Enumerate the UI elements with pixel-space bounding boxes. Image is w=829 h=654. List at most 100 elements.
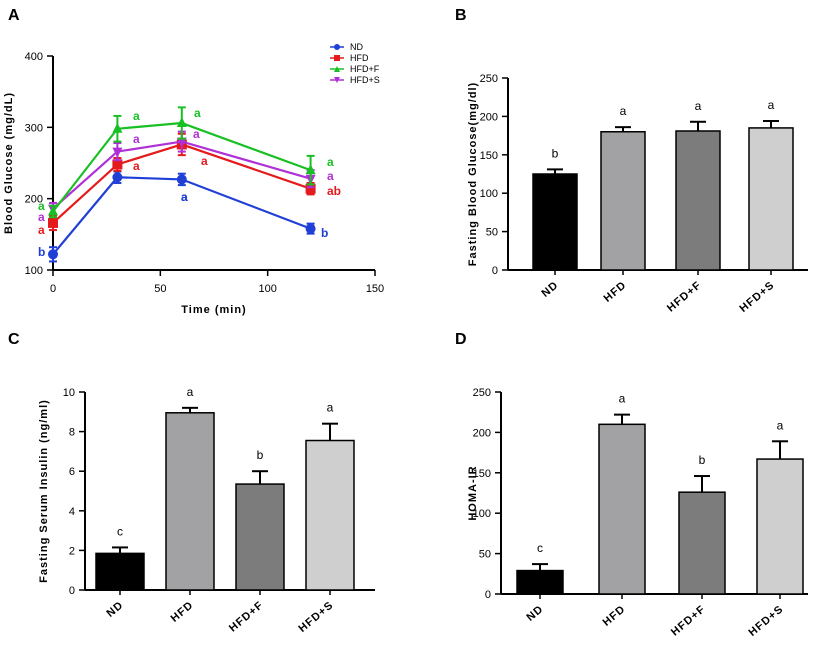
- significance-label: a: [38, 199, 45, 213]
- x-tick-label: HFD+S: [738, 279, 777, 315]
- bars: [95, 406, 355, 591]
- significance-label: a: [327, 155, 334, 169]
- legend-label: HFD+F: [350, 64, 380, 74]
- y-tick-label: 6: [69, 466, 75, 478]
- y-tick-label: 250: [480, 73, 498, 85]
- data-point: [48, 217, 58, 228]
- significance-label: a: [620, 104, 627, 118]
- y-tick-label: 0: [485, 589, 491, 601]
- x-tick-label: HFD+S: [297, 599, 336, 635]
- x-tick-label: ND: [105, 599, 126, 620]
- x-tick-label: HFD+F: [227, 599, 266, 634]
- significance-label: b: [321, 226, 328, 240]
- legend-marker: [334, 66, 340, 72]
- data-point: [112, 172, 123, 183]
- bar: [600, 131, 646, 271]
- significance-label: a: [133, 109, 140, 123]
- significance-label: b: [257, 448, 264, 462]
- bar: [598, 423, 646, 595]
- x-tick-label: 0: [50, 283, 56, 295]
- x-tick-label: HFD+S: [747, 603, 786, 639]
- y-tick-label: 100: [480, 188, 498, 200]
- significance-label: ab: [327, 184, 341, 198]
- significance-label: b: [38, 245, 45, 259]
- significance-label: a: [194, 106, 201, 120]
- significance-label: a: [201, 154, 208, 168]
- data-point: [305, 183, 316, 194]
- legend-label: HFD: [350, 53, 369, 63]
- y-tick-label: 50: [486, 227, 498, 239]
- legend: [330, 44, 344, 83]
- panel-label: B: [455, 7, 467, 24]
- legend-marker: [334, 55, 340, 61]
- data-point: [112, 159, 123, 170]
- y-tick-label: 250: [473, 387, 491, 399]
- significance-label: a: [133, 159, 140, 173]
- series-line: [52, 121, 311, 213]
- legend-marker: [334, 44, 340, 50]
- series-hfd-f: [48, 106, 316, 219]
- bar: [532, 173, 578, 271]
- y-tick-label: 8: [69, 427, 75, 439]
- series-line: [52, 176, 311, 256]
- y-axis-label: Fasting Blood Glucose(mg/dl): [467, 82, 479, 266]
- y-axis-label: Fasting Serum Insulin (ng/ml): [38, 399, 50, 583]
- data-point: [112, 147, 123, 158]
- y-axis-label: Blood Glucose (mg/dL): [3, 92, 15, 234]
- significance-label: a: [181, 190, 188, 204]
- data-point: [176, 174, 187, 185]
- significance-label: a: [133, 132, 140, 146]
- bar: [516, 569, 564, 595]
- y-tick-label: 4: [69, 506, 75, 518]
- significance-label: a: [193, 127, 200, 141]
- y-tick-label: 0: [492, 265, 498, 277]
- y-tick-label: 150: [473, 468, 491, 480]
- significance-label: b: [552, 146, 559, 160]
- panel-label: C: [8, 331, 20, 348]
- bar: [748, 127, 794, 271]
- series-nd: [48, 170, 316, 263]
- y-tick-label: 300: [25, 122, 43, 134]
- significance-label: a: [695, 99, 702, 113]
- legend-marker: [334, 77, 340, 83]
- y-tick-label: 0: [69, 585, 75, 597]
- y-tick-label: 2: [69, 545, 75, 557]
- data-point: [48, 205, 58, 216]
- legend-label: ND: [350, 42, 363, 52]
- y-axis-label: HOMA-IR: [467, 465, 479, 520]
- x-tick-label: 100: [258, 283, 276, 295]
- significance-label: a: [619, 392, 626, 406]
- bars: [532, 120, 794, 271]
- x-tick-label: HFD: [601, 603, 628, 629]
- bar: [678, 491, 726, 595]
- y-tick-label: 200: [25, 194, 43, 206]
- y-tick-label: 100: [25, 265, 43, 277]
- series-line: [52, 140, 311, 210]
- data-point: [305, 164, 316, 175]
- panel-label: A: [8, 7, 20, 24]
- x-tick-label: 150: [366, 283, 384, 295]
- x-tick-label: HFD+F: [669, 603, 708, 638]
- x-tick-label: HFD: [602, 279, 629, 305]
- significance-label: a: [187, 385, 194, 399]
- significance-label: a: [38, 210, 45, 224]
- significance-label: a: [327, 401, 334, 415]
- y-tick-label: 100: [473, 508, 491, 520]
- significance-label: a: [777, 418, 784, 432]
- bar: [756, 458, 804, 595]
- x-tick-label: ND: [525, 603, 546, 624]
- bar: [235, 483, 285, 591]
- significance-label: a: [327, 169, 334, 183]
- x-tick-label: HFD: [169, 599, 196, 625]
- data-point: [48, 249, 58, 260]
- y-tick-label: 400: [25, 51, 43, 63]
- data-point: [176, 117, 187, 128]
- series-line: [52, 143, 311, 224]
- significance-label: b: [699, 453, 706, 467]
- significance-label: c: [117, 524, 123, 538]
- significance-label: a: [181, 190, 188, 204]
- significance-label: a: [38, 223, 45, 237]
- panel-label: D: [455, 331, 467, 348]
- y-tick-label: 50: [479, 549, 491, 561]
